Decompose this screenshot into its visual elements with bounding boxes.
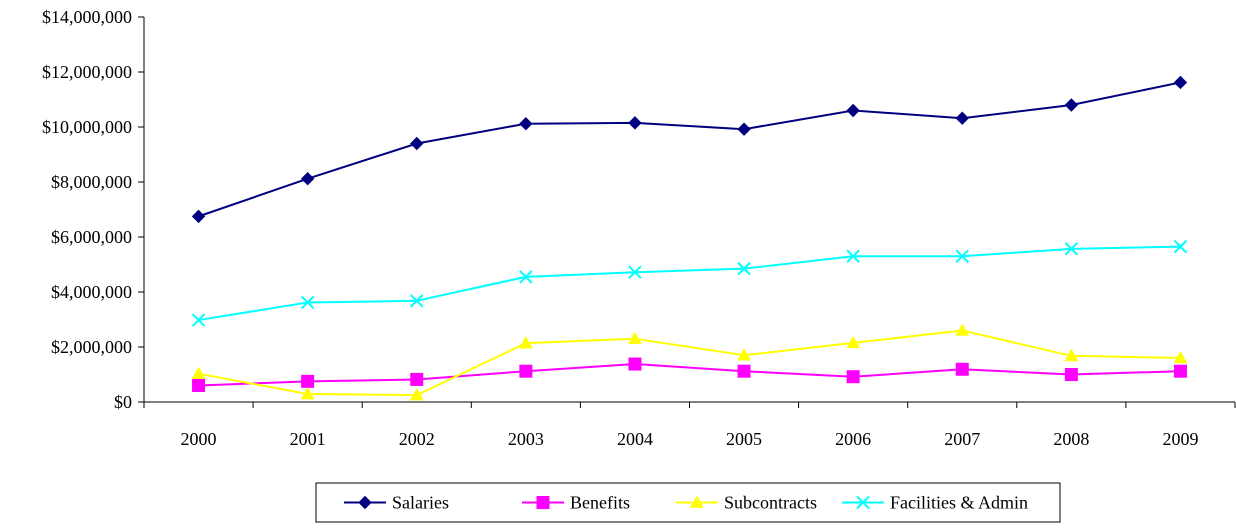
data-point-marker — [519, 336, 533, 349]
x-tick-label: 2004 — [617, 429, 653, 449]
legend-entry: Salaries — [344, 493, 449, 513]
data-point-marker — [519, 364, 533, 378]
series-salaries — [191, 75, 1188, 224]
data-point-marker — [955, 362, 969, 376]
data-point-marker — [1173, 364, 1187, 378]
data-point-marker — [955, 111, 969, 125]
data-point-marker — [690, 495, 704, 508]
series-facilities-admin — [191, 239, 1188, 327]
data-point-marker — [1064, 242, 1079, 256]
x-tick-label: 2000 — [181, 429, 217, 449]
series-line — [198, 81, 1181, 218]
axes: $0 $2,000,000 $4,000,000 $6,000,000 $8,000,0… — [42, 7, 1236, 449]
data-point-marker — [628, 357, 642, 371]
data-point-marker — [191, 209, 206, 224]
y-tick-label: $0 — [114, 392, 132, 412]
y-tick-label: $4,000,000 — [51, 282, 132, 302]
data-point-marker — [1173, 239, 1188, 254]
x-tick-label: 2005 — [726, 429, 762, 449]
data-point-marker — [410, 294, 424, 308]
data-point-marker — [410, 372, 424, 386]
series-line — [198, 329, 1181, 397]
data-point-marker — [628, 116, 642, 130]
legend-entry: Facilities & Admin — [842, 493, 1028, 513]
data-point-marker — [628, 331, 642, 345]
x-tick-label: 2006 — [835, 429, 871, 449]
y-tick-label: $2,000,000 — [51, 337, 132, 357]
data-point-marker — [519, 116, 533, 131]
data-point-marker — [1064, 348, 1079, 362]
y-tick-label: $10,000,000 — [42, 117, 132, 137]
data-point-marker — [300, 171, 315, 186]
legend-label: Benefits — [570, 493, 630, 513]
data-point-marker — [737, 122, 751, 136]
data-point-marker — [410, 136, 424, 151]
x-tick-label: 2003 — [508, 429, 544, 449]
series-line — [198, 245, 1181, 322]
data-point-marker — [846, 103, 860, 118]
legend: Salaries Benefits Subcontracts Facilities &… — [315, 482, 1061, 523]
data-point-marker — [191, 366, 206, 379]
y-tick-label: $14,000,000 — [42, 7, 132, 27]
data-point-marker — [358, 495, 372, 510]
data-point-marker — [301, 374, 315, 388]
data-point-marker — [1173, 75, 1188, 90]
data-point-marker — [1064, 98, 1079, 112]
data-point-marker — [1173, 350, 1188, 364]
x-tick-label: 2009 — [1162, 429, 1198, 449]
data-point-marker — [846, 370, 860, 384]
data-point-marker — [1064, 368, 1078, 381]
series-layer — [191, 75, 1188, 401]
series-subcontracts — [191, 323, 1188, 401]
data-point-marker — [856, 495, 870, 510]
data-point-marker — [737, 348, 751, 361]
x-tick-label: 2007 — [944, 429, 980, 449]
data-point-marker — [955, 323, 970, 336]
legend-label: Subcontracts — [724, 493, 817, 513]
data-point-marker — [191, 313, 206, 327]
data-point-marker — [846, 249, 860, 263]
x-tick-label: 2002 — [399, 429, 435, 449]
data-point-marker — [300, 386, 315, 400]
legend-label: Facilities & Admin — [890, 493, 1028, 513]
y-tick-label: $12,000,000 — [42, 62, 132, 82]
legend-entry: Subcontracts — [676, 493, 817, 513]
legend-label: Salaries — [392, 493, 449, 513]
data-point-marker — [628, 265, 642, 279]
data-point-marker — [536, 496, 550, 509]
legend-entry: Benefits — [522, 493, 630, 513]
data-point-marker — [955, 249, 969, 263]
series-line — [198, 363, 1181, 387]
data-point-marker — [300, 295, 315, 310]
data-point-marker — [409, 388, 424, 401]
data-point-marker — [192, 379, 206, 392]
data-point-marker — [737, 364, 751, 378]
data-point-marker — [519, 270, 533, 284]
data-point-marker — [737, 261, 751, 276]
x-tick-label: 2008 — [1053, 429, 1089, 449]
x-tick-label: 2001 — [290, 429, 326, 449]
y-tick-label: $8,000,000 — [51, 172, 132, 192]
series-benefits — [192, 357, 1187, 392]
data-point-marker — [846, 335, 860, 349]
y-tick-label: $6,000,000 — [51, 227, 132, 247]
